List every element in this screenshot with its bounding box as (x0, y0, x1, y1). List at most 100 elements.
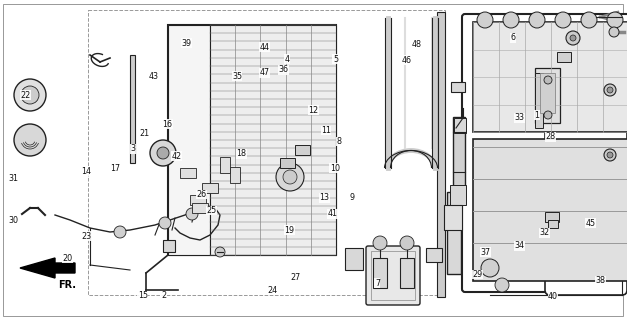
Text: 48: 48 (412, 40, 422, 49)
Bar (345, 248, 363, 270)
Circle shape (114, 226, 126, 238)
Bar (168, 25, 210, 255)
Text: 4: 4 (285, 55, 290, 64)
Text: 41: 41 (327, 209, 337, 218)
Circle shape (609, 27, 619, 37)
Text: 15: 15 (138, 292, 148, 300)
Text: 34: 34 (514, 241, 524, 250)
Circle shape (400, 236, 414, 250)
Circle shape (215, 247, 225, 257)
Bar (163, 240, 175, 252)
Text: 2: 2 (162, 292, 167, 300)
Circle shape (529, 12, 545, 28)
Bar (400, 258, 414, 288)
Bar (210, 25, 336, 255)
Bar (190, 195, 206, 205)
Text: 20: 20 (63, 254, 73, 263)
Circle shape (283, 170, 297, 184)
Text: 27: 27 (291, 273, 301, 282)
Text: 10: 10 (330, 164, 340, 172)
Text: 45: 45 (586, 219, 596, 228)
Bar (230, 167, 240, 183)
Text: 40: 40 (548, 292, 558, 301)
Text: 46: 46 (401, 56, 411, 65)
Bar (444, 205, 462, 230)
Circle shape (581, 12, 597, 28)
Circle shape (150, 140, 176, 166)
Bar (220, 157, 230, 173)
Text: 8: 8 (336, 137, 341, 146)
Text: 5: 5 (333, 55, 338, 64)
Circle shape (159, 217, 171, 229)
Bar (450, 185, 466, 205)
Text: 29: 29 (473, 270, 483, 279)
Text: 32: 32 (539, 228, 549, 237)
Circle shape (503, 12, 519, 28)
Bar (535, 68, 560, 123)
Text: 7: 7 (375, 279, 380, 288)
Circle shape (186, 208, 198, 220)
Bar (168, 25, 336, 255)
Text: 28: 28 (545, 132, 556, 141)
Bar (454, 118, 466, 133)
Bar (540, 73, 555, 113)
Circle shape (373, 236, 387, 250)
Text: 22: 22 (20, 91, 30, 100)
Text: 21: 21 (139, 129, 149, 138)
Bar (371, 251, 415, 300)
Text: 35: 35 (232, 72, 242, 81)
Text: 39: 39 (182, 39, 192, 48)
Text: 3: 3 (130, 144, 135, 153)
Circle shape (157, 147, 169, 159)
Circle shape (555, 12, 571, 28)
Text: 11: 11 (321, 126, 331, 135)
Text: 44: 44 (260, 43, 270, 52)
Text: 17: 17 (110, 164, 120, 172)
Circle shape (604, 84, 616, 96)
Bar (280, 158, 295, 168)
Text: FR.: FR. (58, 280, 76, 290)
Circle shape (544, 111, 552, 119)
Bar (295, 145, 310, 155)
Bar (426, 248, 442, 262)
Bar (473, 139, 627, 281)
Circle shape (607, 12, 623, 28)
Text: 25: 25 (206, 206, 216, 215)
Circle shape (495, 278, 509, 292)
Text: 47: 47 (260, 68, 270, 77)
Bar (130, 55, 135, 163)
Text: 26: 26 (197, 190, 207, 199)
Circle shape (477, 12, 493, 28)
Bar (447, 192, 461, 274)
Circle shape (276, 163, 304, 191)
Bar (451, 82, 465, 92)
Bar (202, 183, 218, 193)
Text: 31: 31 (9, 174, 19, 183)
Circle shape (566, 31, 580, 45)
Bar (557, 52, 571, 62)
Text: 6: 6 (510, 33, 515, 42)
Bar (180, 168, 196, 178)
FancyBboxPatch shape (545, 75, 627, 295)
Bar (473, 22, 627, 132)
Text: 43: 43 (149, 72, 159, 81)
Text: 19: 19 (285, 226, 295, 235)
Bar (548, 220, 558, 228)
Circle shape (570, 35, 576, 41)
Bar (545, 212, 559, 222)
Bar (280, 167, 290, 183)
Text: 23: 23 (82, 232, 92, 241)
Text: 36: 36 (278, 65, 288, 74)
Polygon shape (20, 258, 75, 278)
Bar (88, 10, 445, 295)
Text: 24: 24 (268, 286, 278, 295)
Bar (437, 12, 445, 297)
FancyBboxPatch shape (462, 14, 627, 292)
Text: 33: 33 (514, 113, 524, 122)
Text: 12: 12 (308, 106, 319, 115)
Circle shape (607, 87, 613, 93)
Bar (453, 117, 465, 197)
Bar (373, 258, 387, 288)
Circle shape (604, 149, 616, 161)
Bar (192, 203, 208, 213)
